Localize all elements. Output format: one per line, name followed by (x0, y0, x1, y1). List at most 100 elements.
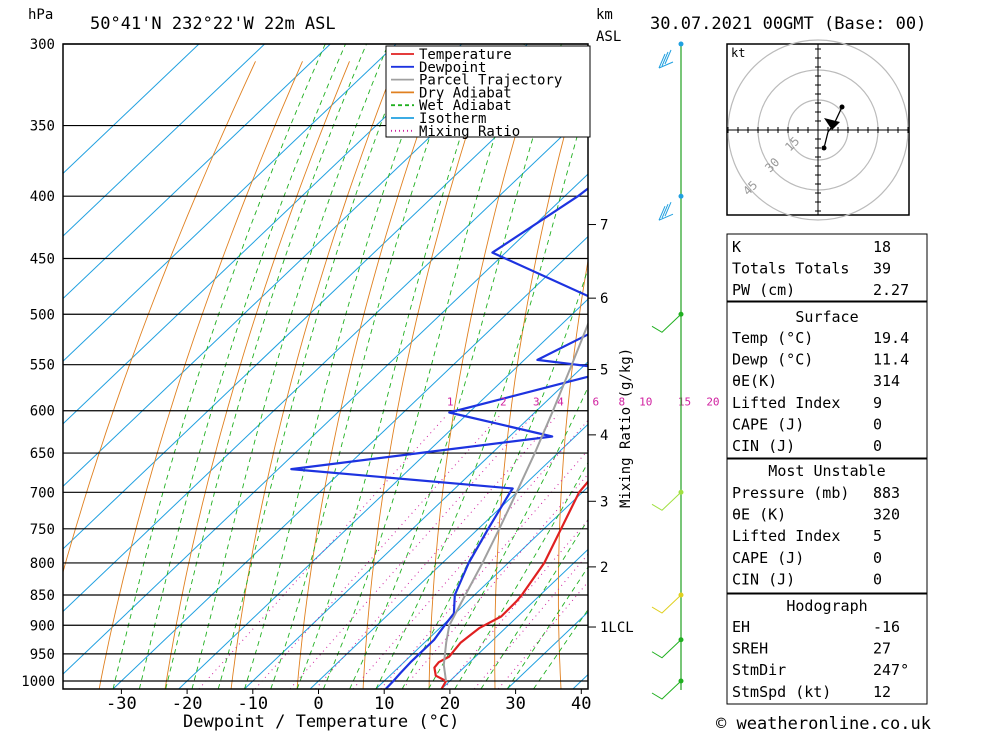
wind-barb (651, 313, 682, 333)
x-tick-label: 20 (440, 694, 460, 714)
index-label: Lifted Index (732, 527, 840, 545)
legend-label: Wet Adiabat (419, 98, 512, 114)
mixing-ratio-label: 15 (678, 396, 691, 409)
dry-adiabat-line (954, 61, 1000, 689)
wind-barb (651, 594, 682, 614)
index-value: 19.4 (873, 329, 909, 347)
index-label: Pressure (mb) (732, 484, 849, 502)
pressure-tick-label: 750 (30, 522, 55, 538)
wind-level-dot (678, 41, 684, 47)
legend-label: Parcel Trajectory (419, 73, 562, 89)
isotherm-line (441, 548, 588, 689)
x-tick-label: -10 (237, 694, 268, 714)
index-label: CAPE (J) (732, 549, 804, 567)
mixing-ratio-line (198, 414, 448, 689)
indices-panel: K 18 Totals Totals 39 PW (cm) 2.27 Surface Temp… (726, 233, 928, 705)
pressure-axis: 300 350 400 450 500 550 600 650 700 750 800 850 900 9… (21, 37, 55, 690)
index-value: 0 (873, 415, 882, 433)
index-value: 0 (873, 437, 882, 455)
mixing-ratio-label: 3 (533, 396, 540, 409)
legend-label: Dry Adiabat (419, 85, 512, 101)
mixing-ratio-line (254, 414, 501, 689)
wet-adiabat-line (322, 44, 525, 689)
legend-label: Temperature (419, 47, 512, 63)
index-value: 27 (873, 640, 891, 658)
wind-barb (658, 213, 674, 221)
km-tick-label: 2 (600, 560, 608, 576)
index-label: θE (K) (732, 506, 786, 524)
dry-adiabat-line (98, 61, 303, 689)
indices-box (726, 593, 928, 705)
index-value: 11.4 (873, 351, 909, 369)
profile-series (290, 187, 588, 689)
mixing-ratio-line (443, 519, 588, 689)
km-tick-label: 1LCL (600, 620, 634, 636)
pressure-tick-label: 350 (30, 119, 55, 135)
wind-barb (664, 49, 672, 65)
parcel-trajectory-series-line (442, 321, 588, 682)
pressure-tick-label: 850 (30, 588, 55, 604)
legend-label: Isotherm (419, 111, 486, 127)
plot-frame (62, 43, 589, 690)
index-label: EH (732, 618, 750, 636)
mixing-ratio-label: 2 (500, 396, 507, 409)
isotherm-line (112, 235, 588, 689)
pressure-tick-label: 1000 (21, 674, 55, 690)
index-value: 320 (873, 506, 900, 524)
asl-unit-label: ASL (596, 29, 621, 45)
wet-adiabat-line (244, 44, 437, 689)
index-label: K (732, 238, 741, 256)
wet-adiabat-line (191, 44, 389, 689)
wind-barb (661, 51, 669, 67)
indices-section-title: Most Unstable (768, 462, 885, 480)
dry-adiabat-line (164, 61, 350, 689)
wind-profile (651, 41, 684, 700)
wet-adiabat-line (401, 267, 588, 689)
indices-section-title: Hodograph (786, 597, 867, 615)
wet-adiabat-line (165, 44, 367, 689)
isotherm-line (63, 44, 200, 175)
pressure-tick-label: 500 (30, 307, 55, 323)
pressure-tick-label: 700 (30, 485, 55, 501)
mixing-ratio-axis-label: Mixing Ratio (g/kg) (618, 348, 634, 508)
dry-adiabat-line (557, 258, 588, 689)
wind-level-dot (678, 193, 684, 199)
index-label: Temp (°C) (732, 329, 813, 347)
km-tick-label: 5 (600, 362, 608, 378)
wind-barb (658, 206, 666, 221)
temperature-series-line (433, 479, 588, 689)
pressure-tick-label: 650 (30, 446, 55, 462)
wind-barb (658, 61, 674, 69)
mixing-ratio-label: 1 (447, 396, 454, 409)
x-tick-label: 0 (313, 694, 323, 714)
mixing-ratio-label: 20 (706, 396, 719, 409)
site-credit: © weatheronline.co.uk (716, 714, 931, 733)
hodograph-point (821, 145, 827, 151)
isotherm-line (63, 44, 397, 362)
x-axis-title: Dewpoint / Temperature (°C) (183, 712, 459, 732)
index-label: Lifted Index (732, 394, 840, 412)
isotherm-line (63, 173, 588, 675)
isotherm-line (63, 48, 588, 550)
wet-adiabat-line (296, 44, 493, 689)
index-value: 2.27 (873, 281, 909, 299)
isotherm-line (63, 44, 463, 425)
index-value: 0 (873, 549, 882, 567)
index-label: SREH (732, 640, 768, 658)
km-tick-label: 4 (600, 428, 608, 444)
isotherm-line (309, 423, 588, 689)
wet-adiabat-line (270, 44, 463, 689)
wind-barb (651, 491, 682, 511)
wet-adiabat-line (349, 44, 562, 689)
mixing-ratio-label: 4 (557, 396, 564, 409)
indices-box (726, 458, 928, 594)
wind-barb (658, 53, 666, 69)
index-label: StmSpd (kt) (732, 683, 831, 701)
km-tick-label: 6 (600, 291, 608, 307)
km-unit-label: km (596, 7, 613, 23)
km-tick-label: 7 (600, 218, 608, 234)
dry-adiabat-line (494, 61, 585, 689)
pressure-tick-label: 800 (30, 556, 55, 572)
